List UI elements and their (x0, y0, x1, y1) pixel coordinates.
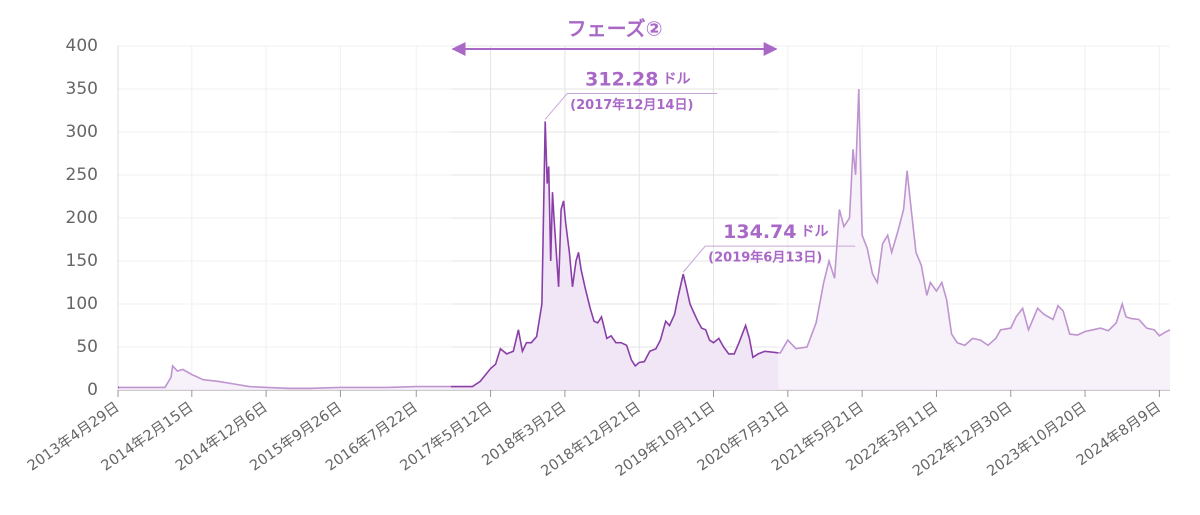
annotation-leader (544, 92, 718, 120)
line (118, 88, 1171, 390)
annotation-date: (2017年12月14日) (570, 97, 693, 113)
annotation-value: 134.74 ドル (723, 221, 828, 243)
annotation-date: (2019年6月13日) (708, 250, 822, 266)
y-tick-label: 200 (66, 208, 98, 228)
y-tick-label: 100 (66, 294, 98, 314)
y-tick-label: 150 (66, 251, 98, 271)
y-tick-label: 250 (66, 165, 98, 185)
fade-overlay (778, 42, 1174, 389)
y-tick-label: 300 (66, 122, 98, 142)
fade-overlay (119, 42, 451, 389)
area (118, 89, 1170, 390)
annotation-unit: ドル (662, 71, 690, 87)
y-tick-label: 350 (66, 79, 98, 99)
phase-label: フェーズ② (567, 17, 663, 41)
annotation-value: 312.28 ドル (585, 68, 690, 90)
y-tick-label: 0 (87, 380, 98, 400)
annotation-number: 312.28 (585, 68, 658, 90)
y-tick-label: 50 (76, 337, 98, 357)
y-tick-label: 400 (66, 36, 98, 56)
annotation-leader (682, 245, 856, 273)
annotation-number: 134.74 (723, 221, 796, 243)
annotation-unit: ドル (801, 224, 829, 240)
